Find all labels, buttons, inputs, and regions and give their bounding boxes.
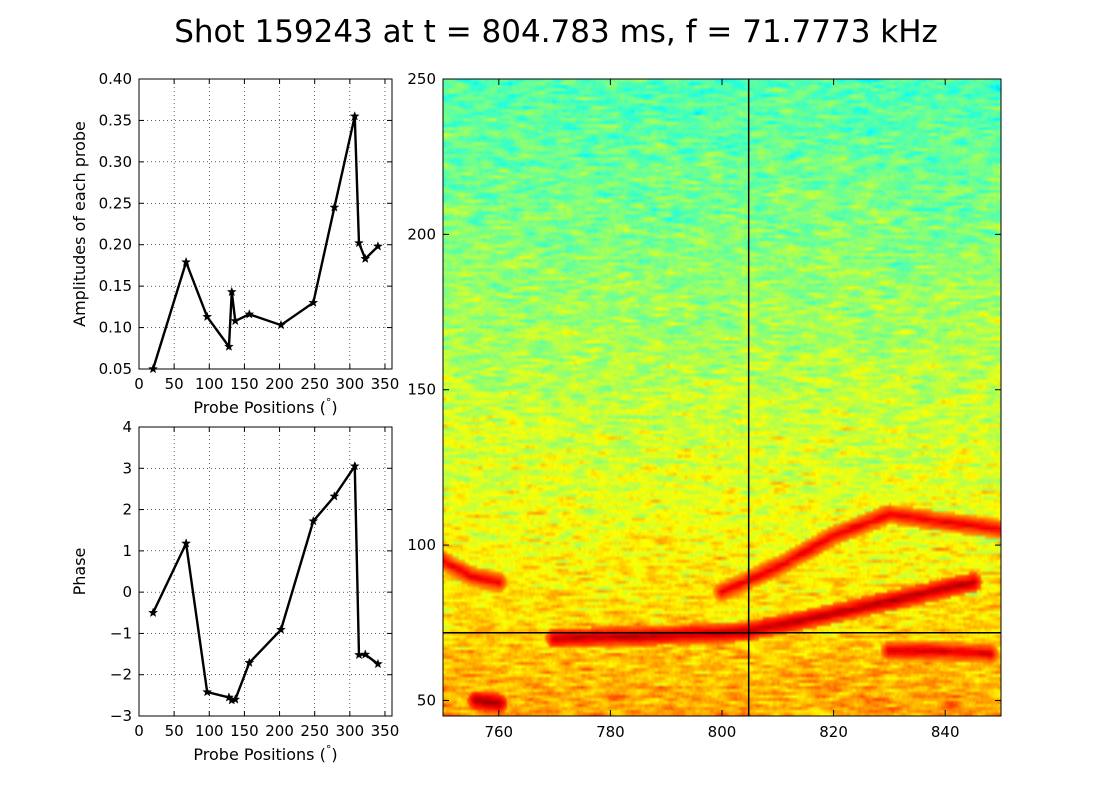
x-tick-label: 350 — [371, 375, 400, 393]
data-point-marker — [181, 538, 192, 548]
y-tick-label: 250 — [407, 70, 436, 88]
y-tick-label: −1 — [110, 624, 132, 642]
data-point-marker — [276, 624, 286, 634]
data-point-marker — [276, 319, 286, 330]
x-tick-label: 0 — [134, 375, 144, 393]
series-line — [151, 116, 379, 370]
data-point-marker — [373, 658, 383, 669]
data-point-marker — [202, 686, 213, 697]
data-point-marker — [181, 256, 192, 267]
data-point-marker — [148, 607, 158, 617]
data-point-marker — [244, 657, 255, 667]
data-point-marker — [244, 309, 255, 319]
data-point-marker — [360, 649, 371, 659]
y-tick-label: 200 — [407, 225, 436, 243]
y-tick-label: 100 — [407, 536, 436, 554]
x-tick-label: 820 — [819, 723, 848, 741]
axes-frame — [138, 426, 393, 717]
y-tick-label: 0.40 — [99, 70, 132, 88]
y-tick-label: 4 — [122, 418, 132, 436]
x-tick-label: 250 — [300, 722, 329, 740]
data-point-marker — [202, 311, 213, 321]
y-tick-label: 0.35 — [99, 111, 132, 129]
x-tick-label: 800 — [708, 723, 737, 741]
axes-frame — [138, 78, 393, 370]
y-tick-label: 0.30 — [99, 153, 132, 171]
y-tick-label: 1 — [122, 542, 132, 560]
y-tick-label: 3 — [122, 459, 132, 477]
y-tick-label: 150 — [407, 381, 436, 399]
x-tick-label: 780 — [596, 723, 625, 741]
x-tick-label: 100 — [195, 722, 224, 740]
x-tick-label: 350 — [371, 722, 400, 740]
y-tick-label: 0.20 — [99, 236, 132, 254]
x-tick-label: 250 — [300, 375, 329, 393]
x-tick-label: 760 — [484, 723, 513, 741]
amplitude-plot: 0 50 100 150 200 250 300 350 0.05 0.10 0.15 0.20 0.2… — [70, 70, 399, 417]
data-point-marker — [230, 315, 241, 326]
y-axis-label: Phase — [70, 548, 89, 596]
y-tick-label: 2 — [122, 501, 132, 519]
data-point-marker — [329, 202, 340, 212]
x-tick-label: 100 — [195, 375, 224, 393]
x-tick-label: 50 — [165, 375, 184, 393]
data-point-marker — [226, 286, 237, 297]
data-point-marker — [308, 297, 319, 307]
y-tick-label: −2 — [110, 666, 132, 684]
data-point-marker — [360, 253, 371, 263]
y-tick-label: 0.05 — [99, 360, 132, 378]
data-point-marker — [308, 515, 319, 526]
data-point-marker — [230, 694, 241, 704]
data-point-marker — [329, 491, 340, 501]
x-tick-label: 840 — [931, 723, 960, 741]
x-tick-label: 150 — [230, 722, 259, 740]
phase-plot: 0 50 100 150 200 250 300 350 −3 −2 −1 0 1 2 3 4 Probe Po… — [70, 418, 399, 764]
data-point-marker — [349, 461, 360, 471]
y-tick-label: 50 — [417, 691, 436, 709]
spectrogram-image — [443, 79, 1001, 716]
data-point-marker — [354, 237, 364, 248]
x-tick-label: 200 — [265, 722, 294, 740]
y-tick-label: 0 — [122, 583, 132, 601]
data-point-marker — [373, 241, 383, 251]
y-tick-label: 0.25 — [99, 194, 132, 212]
x-tick-label: 0 — [134, 722, 144, 740]
x-tick-label: 150 — [230, 375, 259, 393]
y-tick-label: 0.10 — [99, 319, 132, 337]
series-line — [151, 462, 379, 702]
y-tick-label: 0.15 — [99, 277, 132, 295]
x-tick-label: 50 — [165, 722, 184, 740]
x-axis-label: Probe Positions (°) — [193, 743, 337, 764]
x-tick-label: 300 — [336, 722, 365, 740]
x-tick-label: 200 — [265, 375, 294, 393]
y-axis-label: Amplitudes of each probe — [70, 121, 89, 327]
spectrogram-plot: 760 780 800 820 840 50 100 150 200 250 — [407, 70, 1002, 741]
x-tick-label: 300 — [336, 375, 365, 393]
data-point-marker — [349, 111, 360, 121]
y-tick-label: −3 — [110, 707, 132, 725]
figure-title: Shot 159243 at t = 804.783 ms, f = 71.77… — [174, 14, 938, 50]
x-axis-label: Probe Positions (°) — [193, 396, 337, 417]
data-point-marker — [224, 341, 234, 351]
